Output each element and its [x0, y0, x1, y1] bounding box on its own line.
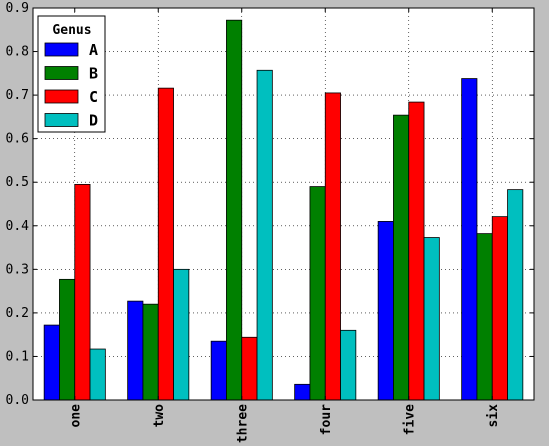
bar-C-six: [491, 216, 508, 401]
bar-B-one: [59, 278, 76, 401]
legend-label-C: C: [89, 88, 98, 106]
plot-area: [33, 8, 534, 400]
bar-C-four: [324, 92, 341, 401]
y-tick-label: 0.8: [6, 45, 29, 60]
bar-D-two: [173, 268, 190, 401]
bar-A-five: [377, 221, 394, 401]
x-tick-label: two: [152, 404, 167, 428]
legend-label-A: A: [89, 41, 98, 59]
bar-A-one: [43, 324, 60, 401]
x-tick-label: one: [68, 404, 83, 428]
x-tick-label: three: [235, 404, 250, 443]
legend-swatch-D: [44, 113, 79, 127]
bar-C-two: [157, 87, 174, 401]
x-tick-label: four: [319, 404, 334, 435]
plot-frame: [32, 7, 535, 401]
bar-D-four: [340, 329, 357, 401]
y-tick-label: 0.1: [6, 349, 29, 364]
bar-A-two: [127, 300, 144, 401]
bar-B-two: [142, 303, 159, 401]
y-tick-label: 0.7: [6, 88, 29, 103]
y-tick-label: 0.5: [6, 175, 29, 190]
x-tick-label: six: [486, 404, 501, 428]
bar-A-four: [294, 383, 311, 401]
y-tick-label: 0.3: [6, 262, 29, 277]
bar-D-three: [256, 69, 273, 401]
y-tick-label: 0.6: [6, 132, 29, 147]
bar-B-six: [476, 233, 493, 401]
legend-swatch-B: [44, 66, 79, 80]
bar-A-three: [210, 340, 227, 401]
bar-D-six: [507, 189, 524, 401]
legend-label-D: D: [89, 112, 98, 130]
bar-C-one: [74, 183, 91, 401]
y-axis: 0.0 0.1 0.2 0.3 0.4 0.5 0.6 0.7 0.8 0.9: [6, 1, 534, 408]
legend-title: Genus: [52, 23, 91, 38]
bar-D-five: [423, 237, 440, 401]
legend-label-B: B: [89, 65, 98, 83]
bar-C-three: [241, 336, 258, 401]
y-tick-label: 0.0: [6, 393, 29, 408]
bar-D-one: [89, 348, 106, 401]
bar-B-three: [226, 19, 243, 401]
x-tick-label: five: [402, 404, 417, 435]
bar-B-five: [393, 114, 410, 401]
y-tick-label: 0.9: [6, 1, 29, 16]
y-tick-label: 0.2: [6, 306, 29, 321]
x-axis: one two three four five six: [68, 8, 501, 443]
bar-B-four: [309, 186, 326, 401]
bar-A-six: [461, 78, 478, 401]
bar-C-five: [408, 101, 425, 401]
legend-swatch-A: [44, 42, 79, 57]
legend-swatch-C: [44, 89, 79, 104]
y-tick-label: 0.4: [6, 219, 30, 234]
